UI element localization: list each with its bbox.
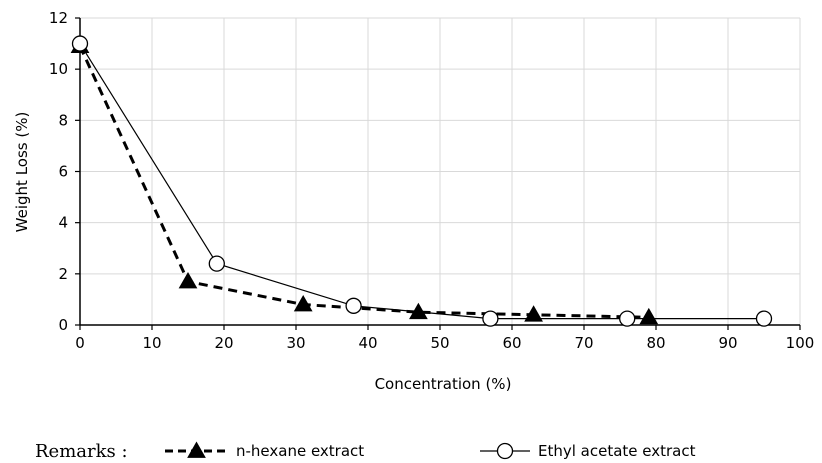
series-lines [78, 43, 764, 320]
y-tick-label: 12 [49, 9, 68, 27]
x-tick-label: 40 [358, 334, 377, 352]
series-1-point [639, 307, 659, 325]
series-1-point [409, 302, 428, 320]
y-tick-label: 8 [58, 111, 68, 129]
y-tick-labels: 0 2 4 6 8 10 12 [49, 9, 68, 334]
grid [80, 17, 801, 325]
series-1-point [178, 272, 198, 289]
x-tick-label: 10 [142, 334, 161, 352]
x-tick-label: 90 [718, 334, 737, 352]
x-tick-label: 30 [286, 334, 305, 352]
x-tick-labels: 0 10 20 30 40 50 60 70 80 90 100 [75, 334, 814, 352]
x-axis-title: Concentration (%) [375, 375, 512, 393]
y-axis-title: Weight Loss (%) [13, 112, 31, 233]
y-tick-label: 2 [58, 265, 68, 283]
series-2-point [71, 35, 89, 52]
series-2-point [482, 310, 499, 327]
x-tick-label: 0 [75, 334, 85, 352]
series-2-point [619, 310, 636, 327]
x-tick-label: 50 [430, 334, 449, 352]
x-tick-label: 20 [214, 334, 233, 352]
series-line-1 [78, 45, 649, 319]
legend-marker-2 [496, 442, 514, 460]
x-tick-label: 100 [786, 334, 815, 352]
series-2-point [755, 310, 773, 327]
legend: Remarks : n-hexane extract Ethyl acetate … [35, 441, 696, 462]
legend-remarks-label: Remarks : [35, 441, 128, 462]
y-tick-label: 0 [58, 316, 68, 334]
axes [75, 17, 801, 330]
y-tick-label: 6 [58, 163, 68, 181]
x-tick-label: 60 [502, 334, 521, 352]
x-tick-label: 80 [646, 334, 665, 352]
series-2-point [345, 297, 362, 314]
x-tick-label: 70 [574, 334, 593, 352]
series-2-point [208, 255, 225, 272]
legend-marker-1 [187, 441, 206, 458]
legend-label-2: Ethyl acetate extract [538, 442, 696, 460]
series-line-2 [79, 43, 764, 320]
series-1-point [524, 305, 543, 322]
y-tick-label: 4 [58, 214, 68, 232]
legend-label-1: n-hexane extract [236, 442, 364, 460]
y-tick-label: 10 [49, 60, 68, 78]
series-1-point [293, 295, 313, 312]
series-markers [70, 35, 773, 327]
